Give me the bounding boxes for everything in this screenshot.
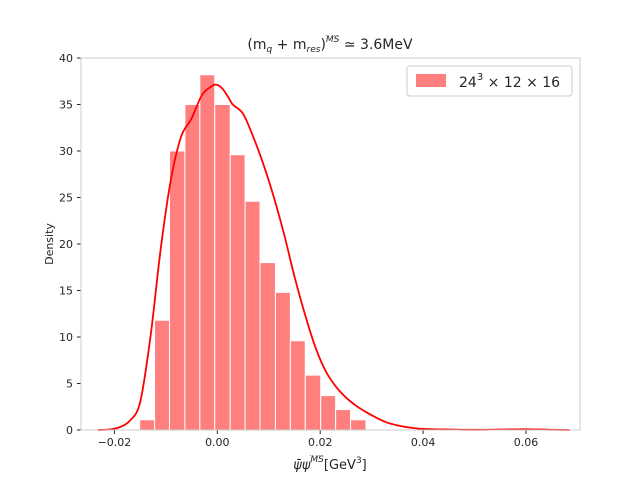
histogram-bar xyxy=(259,262,276,431)
x-tick-label: 0.04 xyxy=(411,436,436,449)
histogram-bar xyxy=(199,74,216,431)
y-tick-label: 30 xyxy=(59,145,73,158)
histogram-bars xyxy=(139,74,367,431)
plot-area-frame xyxy=(80,57,581,431)
y-axis-ticks: 0 5 10 15 20 25 30 35 40 xyxy=(59,52,81,437)
y-tick-label: 5 xyxy=(66,378,73,391)
legend-label: 243 × 12 × 16 xyxy=(459,72,560,91)
histogram-bar xyxy=(274,291,291,431)
histogram-bar xyxy=(139,419,156,431)
y-tick-label: 20 xyxy=(59,238,73,251)
y-tick-label: 40 xyxy=(59,52,73,65)
y-tick-label: 10 xyxy=(59,331,73,344)
histogram-bar xyxy=(335,409,352,431)
x-tick-label: 0.06 xyxy=(514,436,539,449)
y-tick-label: 25 xyxy=(59,192,73,205)
y-axis-label: Density xyxy=(43,223,56,265)
y-tick-label: 35 xyxy=(59,99,73,112)
histogram-bar xyxy=(289,340,306,431)
histogram-bar xyxy=(168,150,186,431)
x-tick-label: −0.02 xyxy=(98,436,132,449)
legend-swatch xyxy=(416,74,446,87)
kde-curve-layer xyxy=(97,83,570,431)
x-tick-label: 0.02 xyxy=(308,436,333,449)
histogram-bar xyxy=(320,395,337,431)
histogram-bar xyxy=(350,419,367,431)
histogram-bar xyxy=(304,374,322,431)
histogram-bar xyxy=(214,104,231,431)
histogram-bar xyxy=(154,319,170,431)
legend-frame xyxy=(406,65,573,97)
x-tick-label: 0.00 xyxy=(205,436,230,449)
x-axis-label: ψ̄ψMS[GeV3] xyxy=(293,455,367,473)
kde-curve xyxy=(97,83,570,431)
x-axis-ticks: −0.02 0.00 0.02 0.04 0.06 xyxy=(98,430,539,449)
histogram-bar xyxy=(184,104,201,431)
histogram-bar xyxy=(244,200,261,431)
y-tick-label: 15 xyxy=(59,285,73,298)
histogram-bar xyxy=(229,154,246,431)
legend: 243 × 12 × 16 xyxy=(406,65,573,97)
chart-title: (mq + mres)MS ≃ 3.6MeV xyxy=(247,35,413,55)
y-tick-label: 0 xyxy=(66,424,73,437)
